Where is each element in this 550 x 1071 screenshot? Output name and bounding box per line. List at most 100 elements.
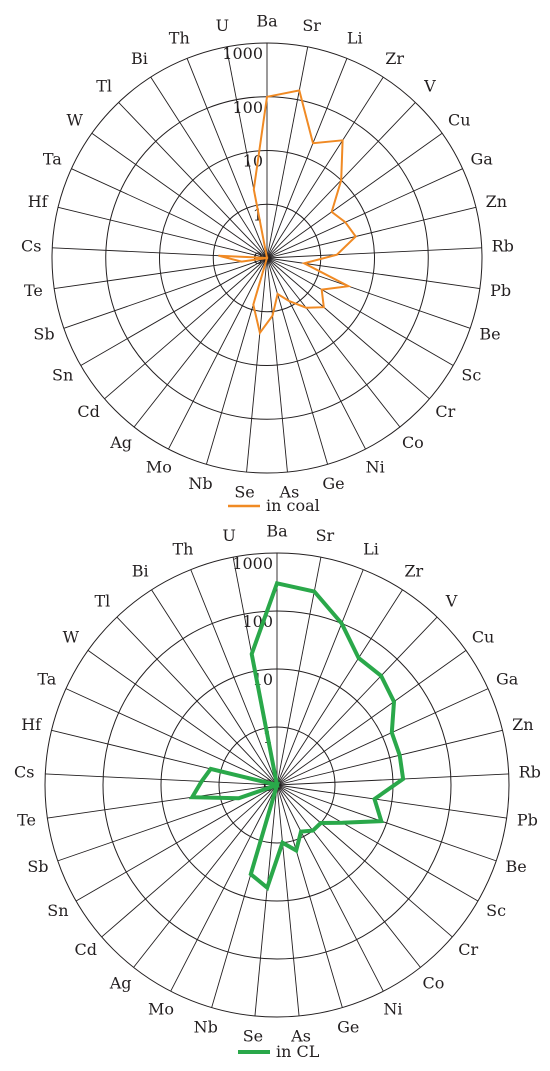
grid-spoke xyxy=(63,257,268,329)
category-label: As xyxy=(279,482,300,501)
grid-spoke xyxy=(254,784,278,1016)
grid-spoke xyxy=(151,589,278,786)
category-label: Te xyxy=(24,281,43,300)
grid-spoke xyxy=(276,784,497,862)
grid-spoke xyxy=(266,257,430,400)
category-label: Ag xyxy=(109,433,132,452)
grid-spoke xyxy=(266,257,288,473)
category-label: Bi xyxy=(132,562,149,581)
category-label: Sc xyxy=(486,901,506,920)
category-label: Co xyxy=(402,433,424,452)
category-label: Ge xyxy=(322,474,344,493)
category-label: Mo xyxy=(146,457,172,476)
grid-spoke xyxy=(276,784,421,968)
category-label: Sn xyxy=(47,901,68,920)
category-label: Pb xyxy=(517,811,538,830)
grid-spoke xyxy=(118,102,268,259)
axis-tick-label: 1000 xyxy=(232,554,273,573)
grid-spoke xyxy=(276,650,467,786)
category-label: Tl xyxy=(96,77,112,96)
category-label: Be xyxy=(479,325,500,344)
category-label: V xyxy=(423,77,436,96)
category-label: Sb xyxy=(33,325,54,344)
category-label: U xyxy=(216,16,229,35)
category-label: Hf xyxy=(21,715,42,734)
category-label: Ta xyxy=(43,149,62,168)
grid-spoke xyxy=(276,784,453,938)
axis-tick-label: 1000 xyxy=(222,44,263,63)
grid-spoke xyxy=(75,784,278,902)
category-label: Rb xyxy=(492,236,514,255)
category-label: Cs xyxy=(14,762,34,781)
grid-spoke xyxy=(276,688,489,786)
category-label: Th xyxy=(172,540,193,559)
category-label: Cu xyxy=(448,111,471,130)
category-label: Sr xyxy=(302,16,321,35)
category-label: Se xyxy=(234,482,254,501)
grid-spoke xyxy=(45,773,278,786)
category-label: Ga xyxy=(471,149,494,168)
category-label: Li xyxy=(363,540,379,559)
axis-tick-label: 10 xyxy=(243,152,263,171)
category-label: U xyxy=(222,526,235,545)
category-label: Cu xyxy=(472,628,495,647)
series-line xyxy=(188,580,406,892)
grid-spoke xyxy=(47,784,278,819)
grid-spoke xyxy=(190,569,278,786)
grid-spoke xyxy=(276,773,509,786)
grid-spoke xyxy=(266,132,443,259)
category-label: V xyxy=(445,591,458,610)
grid-spoke xyxy=(266,257,401,428)
axis-tick-label: 100 xyxy=(242,612,273,631)
category-label: Cs xyxy=(21,236,41,255)
category-label: Ba xyxy=(266,522,288,541)
grid-spoke xyxy=(266,46,309,259)
category-label: As xyxy=(290,1026,311,1045)
grid-spoke xyxy=(266,206,477,259)
grid-spoke xyxy=(65,688,278,786)
category-label: Sc xyxy=(461,366,481,385)
grid-spoke xyxy=(266,247,482,259)
grid-spoke xyxy=(266,257,366,450)
grid-spoke xyxy=(276,589,403,786)
grid-spoke xyxy=(87,650,278,786)
grid-spoke xyxy=(57,206,268,259)
category-label: Ga xyxy=(496,669,519,688)
grid-spoke xyxy=(116,616,278,786)
category-label: Ag xyxy=(109,973,132,992)
category-label: Sr xyxy=(316,526,335,545)
category-label: Th xyxy=(169,28,190,47)
category-label: Cd xyxy=(75,940,97,959)
series-line xyxy=(218,89,358,336)
grid-spoke xyxy=(276,784,507,819)
grid-spoke xyxy=(91,132,268,259)
category-label: Tl xyxy=(95,591,111,610)
grid-spoke xyxy=(101,784,278,938)
legend-label: in CL xyxy=(276,1042,320,1061)
grid-spoke xyxy=(266,257,480,290)
category-label: Cd xyxy=(77,402,99,421)
grid-spoke xyxy=(276,729,503,786)
grid-spoke xyxy=(186,58,268,259)
category-label: Ge xyxy=(337,1017,359,1036)
grid-spoke xyxy=(133,784,278,968)
grid-spoke xyxy=(276,616,438,786)
category-label: Nb xyxy=(188,474,212,493)
category-label: W xyxy=(63,628,80,647)
category-label: Co xyxy=(422,973,444,992)
grid-spoke xyxy=(266,257,454,366)
category-label: Zn xyxy=(486,192,507,211)
grid-spoke xyxy=(266,58,348,259)
category-label: Li xyxy=(347,28,363,47)
category-label: Be xyxy=(505,857,526,876)
category-label: Ba xyxy=(256,12,278,31)
category-label: Bi xyxy=(131,49,148,68)
category-label: Sb xyxy=(27,857,48,876)
category-label: Zn xyxy=(512,715,533,734)
grid-spoke xyxy=(168,257,268,450)
axis-tick-label: 100 xyxy=(232,98,263,117)
axis-tick-label: 0 xyxy=(263,776,273,795)
grid-spoke xyxy=(266,257,329,465)
